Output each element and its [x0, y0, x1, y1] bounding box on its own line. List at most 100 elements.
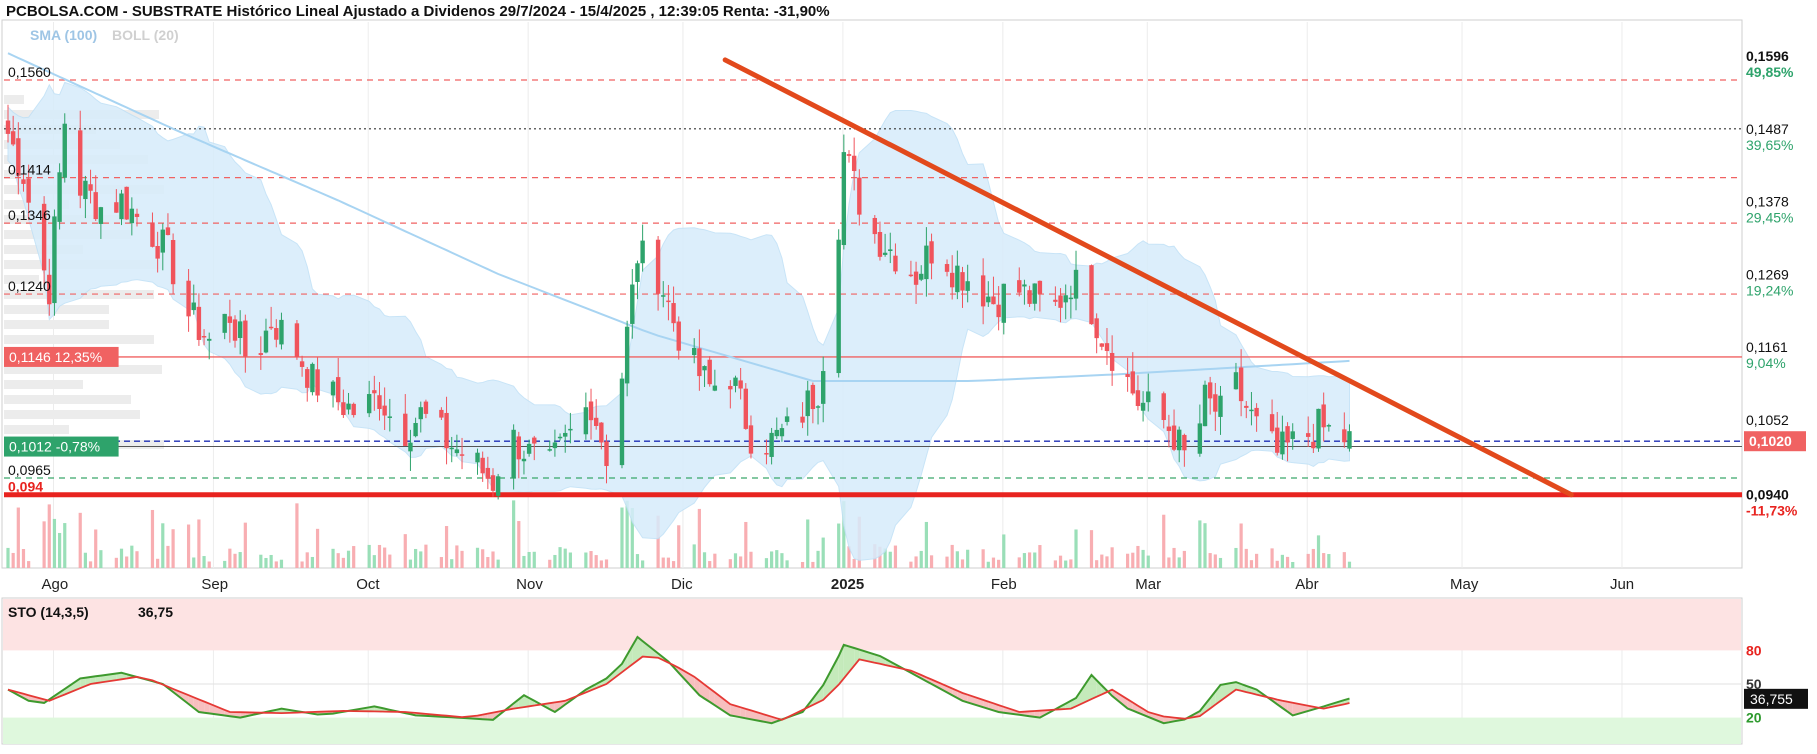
candle: [413, 417, 418, 438]
left-label-text: 0,1240: [8, 278, 51, 294]
candle-body: [299, 361, 305, 367]
candle-body: [604, 441, 609, 467]
candle: [1218, 385, 1223, 435]
candle: [16, 122, 21, 195]
volume-bar: [816, 550, 820, 568]
candle: [944, 259, 950, 277]
candle-body: [986, 296, 991, 303]
candle-body: [439, 409, 444, 418]
candle-body: [877, 232, 883, 257]
sto-level-label: 80: [1746, 642, 1762, 658]
volume-bar: [713, 553, 717, 568]
candle-body: [1285, 426, 1290, 443]
volume-bar: [847, 546, 851, 568]
sto-fill-segment: [80, 677, 86, 689]
candle-body: [671, 303, 676, 324]
volume-bar: [991, 557, 996, 568]
candle: [1001, 283, 1006, 335]
candle: [593, 399, 599, 430]
candle-body: [624, 326, 630, 384]
candle: [5, 104, 11, 143]
candle-body: [191, 302, 196, 311]
candle-body: [1001, 283, 1006, 323]
candle-body: [872, 217, 877, 235]
volume-bar: [548, 559, 552, 568]
volume-bar: [1291, 561, 1295, 568]
candle-body: [805, 390, 810, 417]
candle-body: [1311, 441, 1316, 449]
candle-body: [10, 131, 16, 145]
volume-bar: [243, 522, 247, 568]
candle: [196, 293, 202, 346]
candle-body: [846, 154, 852, 156]
volume-bar: [909, 561, 913, 568]
candle-body: [1073, 269, 1079, 299]
volume-bar: [1306, 553, 1310, 568]
candle: [1099, 343, 1105, 351]
volume-bar: [955, 551, 959, 568]
candle: [893, 243, 898, 275]
candle-body: [1058, 295, 1063, 308]
x-axis-label: Mar: [1135, 576, 1161, 593]
volume-bar: [486, 557, 490, 568]
candle: [1027, 285, 1032, 307]
candle-body: [21, 179, 26, 184]
candle-body: [495, 476, 501, 496]
volume-bar: [1027, 552, 1032, 568]
candle-body: [341, 402, 346, 416]
candle: [800, 402, 805, 429]
candle: [1233, 362, 1239, 390]
volume-bar: [63, 523, 67, 568]
candle-body: [372, 390, 377, 394]
candle: [1207, 376, 1213, 415]
candle-body: [1063, 295, 1068, 303]
candle-body: [532, 437, 537, 444]
volume-bar: [1182, 550, 1186, 568]
candle-body: [1099, 343, 1105, 347]
right-axis-percent: 49,85%: [1746, 64, 1794, 80]
candle-body: [475, 452, 480, 463]
volume-bar: [171, 529, 175, 568]
candle: [986, 281, 991, 307]
volume-bar: [1064, 560, 1068, 568]
volume-bars: [6, 500, 1352, 568]
candle-body: [155, 245, 160, 259]
candle-body: [454, 449, 460, 454]
candle-body: [160, 229, 165, 253]
candle-body: [800, 416, 805, 423]
candle-body: [480, 457, 485, 474]
candle-body: [1280, 431, 1285, 455]
volume-bar: [1069, 559, 1073, 568]
candle-body: [170, 240, 176, 285]
candle-body: [1032, 283, 1037, 304]
candle-body: [511, 429, 516, 478]
x-axis-label: Oct: [356, 576, 380, 593]
volume-bar: [929, 555, 934, 568]
right-axis-percent: 29,45%: [1746, 210, 1793, 226]
volume-bar: [1126, 553, 1130, 568]
candle-body: [315, 369, 320, 396]
candle-body: [129, 208, 135, 224]
volume-bar: [388, 554, 392, 568]
volume-bar: [21, 549, 26, 568]
volume-bar: [1234, 547, 1238, 568]
volume-bar: [83, 552, 87, 568]
volume-bar: [27, 561, 31, 568]
candle-body: [382, 405, 387, 416]
candle: [877, 221, 883, 261]
candle-body: [1233, 372, 1239, 390]
candle: [846, 150, 852, 163]
volume-bar: [1100, 554, 1104, 568]
volume-bar: [1033, 552, 1037, 568]
price-level-lines: [4, 79, 1742, 498]
candle: [1068, 285, 1074, 319]
sto-fill-segment: [1282, 700, 1288, 712]
candle-body: [702, 366, 707, 371]
candle: [47, 258, 52, 316]
candle: [980, 258, 986, 325]
candle: [1166, 414, 1172, 448]
candle: [1058, 288, 1063, 323]
candle-body: [1135, 390, 1141, 407]
